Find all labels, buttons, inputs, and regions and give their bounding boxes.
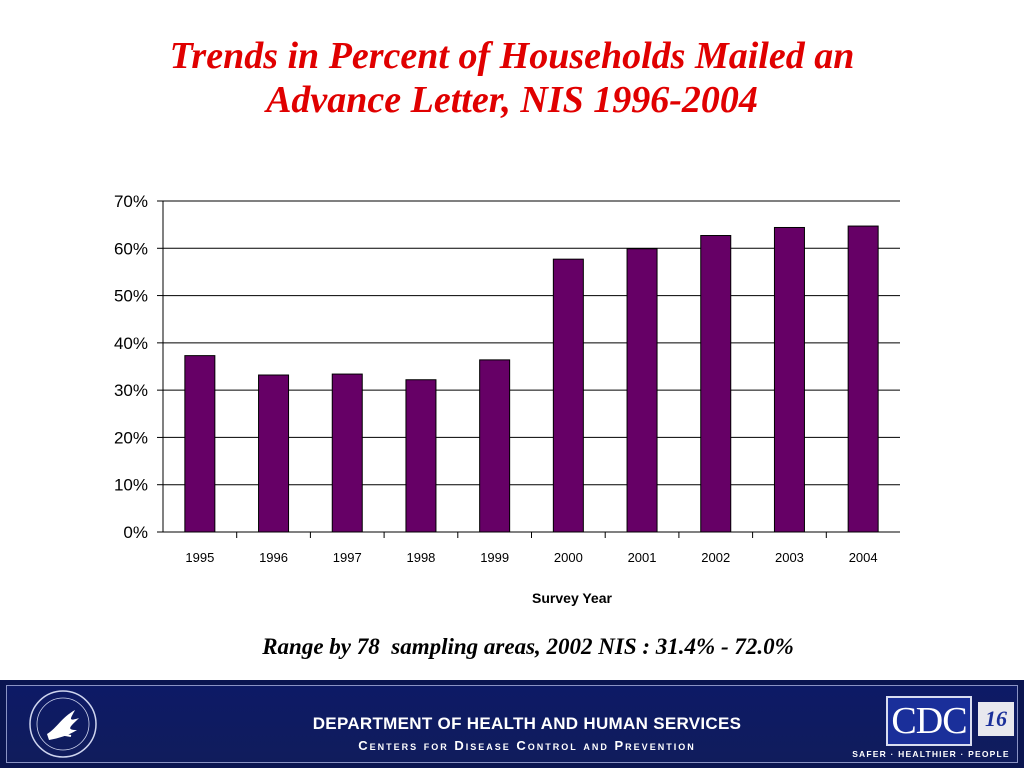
hhs-seal-icon [29, 690, 97, 758]
y-tick-label: 10% [114, 476, 148, 495]
footer-panel: DEPARTMENT OF HEALTH AND HUMAN SERVICES … [6, 685, 1018, 763]
y-tick-label: 30% [114, 381, 148, 400]
axes [157, 200, 900, 538]
bar [331, 373, 363, 533]
bar [405, 379, 437, 533]
range-note: Range by 78 sampling areas, 2002 NIS : 3… [262, 634, 794, 659]
y-tick-label: 70% [114, 192, 148, 211]
x-tick-label: 1995 [185, 550, 214, 565]
x-tick-label: 2003 [775, 550, 804, 565]
footer-banner: DEPARTMENT OF HEALTH AND HUMAN SERVICES … [0, 680, 1024, 768]
department-name: DEPARTMENT OF HEALTH AND HUMAN SERVICES [312, 714, 742, 733]
y-tick-label: 0% [123, 523, 148, 542]
cdc-logo: CDC [886, 696, 972, 746]
page-number: 16 [978, 702, 1014, 736]
bar [258, 374, 290, 533]
bar-chart: 0% 10% 20% 30% 40% 50% 60% 70% 1995 1996 1997 1998 1… [114, 192, 900, 606]
x-tick-label: 2004 [849, 550, 878, 565]
x-tick-label: 1998 [406, 550, 435, 565]
bar [552, 258, 584, 533]
bars [184, 225, 879, 533]
x-tick-label: 1999 [480, 550, 509, 565]
bar [700, 235, 732, 533]
x-axis-title: Survey Year [532, 590, 612, 606]
bar [847, 225, 879, 533]
y-tick-label: 50% [114, 287, 148, 306]
x-tick-label: 2001 [628, 550, 657, 565]
y-tick-label: 20% [114, 428, 148, 447]
slide-title: Trends in Percent of Households Mailed a… [40, 34, 984, 122]
x-tick-label: 2002 [701, 550, 730, 565]
title-line-2: Advance Letter, NIS 1996-2004 [266, 79, 758, 121]
x-tick-label: 1996 [259, 550, 288, 565]
y-tick-label: 60% [114, 239, 148, 258]
x-tick-label: 2000 [554, 550, 583, 565]
tick-labels: 0% 10% 20% 30% 40% 50% 60% 70% 1995 1996 1997 1998 1… [114, 192, 878, 606]
bar [773, 226, 805, 533]
bar [479, 359, 511, 533]
center-name: Centers for Disease Control and Preventi… [358, 738, 696, 753]
y-tick-label: 40% [114, 334, 148, 353]
tagline: SAFER · HEALTHIER · PEOPLE [852, 749, 1010, 759]
bar [626, 248, 658, 533]
bar [184, 355, 216, 533]
x-tick-label: 1997 [333, 550, 362, 565]
title-line-1: Trends in Percent of Households Mailed a… [169, 35, 855, 77]
